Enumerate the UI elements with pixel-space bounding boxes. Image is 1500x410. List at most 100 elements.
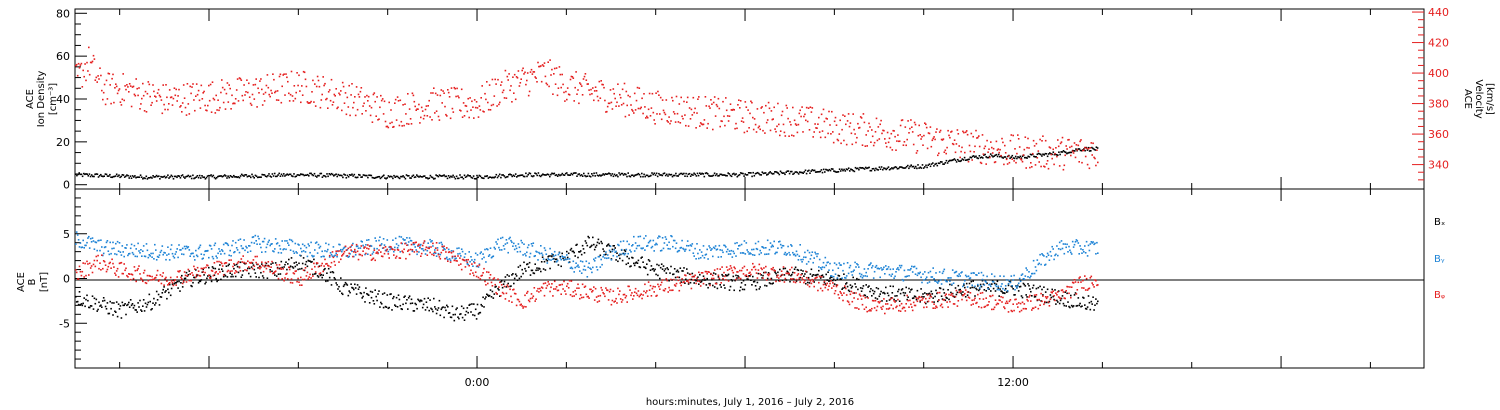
velocity-point [110, 102, 112, 105]
bx-point [478, 312, 481, 314]
density-point [1095, 146, 1098, 148]
bz-point [473, 274, 475, 277]
bx-point [988, 288, 990, 290]
by-point [455, 257, 457, 260]
by-point [708, 245, 710, 247]
density-point [501, 174, 503, 176]
by-point [974, 285, 976, 288]
by-point [184, 248, 187, 250]
bz-point [665, 278, 668, 280]
velocity-point [306, 101, 309, 103]
bx-point [819, 277, 822, 279]
density-point [943, 163, 945, 165]
velocity-point [752, 116, 754, 119]
velocity-point [1066, 148, 1068, 150]
bx-point [954, 287, 957, 289]
by-point [354, 254, 357, 256]
by-point [427, 242, 429, 244]
by-point [924, 271, 926, 273]
bx-point [649, 269, 652, 271]
by-point [83, 247, 85, 249]
by-point [217, 252, 219, 255]
density-point [949, 159, 951, 162]
density-point [1058, 151, 1060, 153]
velocity-point [480, 97, 482, 99]
by-point [160, 249, 163, 252]
density-point [412, 174, 415, 177]
bx-point [636, 262, 639, 264]
density-point [763, 172, 766, 174]
bx-point [118, 308, 121, 310]
bx-point [545, 258, 548, 261]
bz-point [677, 279, 680, 282]
bx-point [982, 283, 985, 286]
velocity-point [525, 83, 527, 86]
by-point [175, 251, 177, 253]
by-point [263, 237, 266, 240]
bz-point [211, 270, 214, 272]
density-point [758, 172, 760, 175]
bz-point [598, 300, 601, 302]
bz-point [361, 254, 363, 257]
by-point [393, 250, 395, 253]
by-point [243, 239, 245, 241]
by-point [629, 249, 631, 251]
bz-point [251, 267, 254, 270]
density-point [285, 174, 287, 176]
density-point [733, 172, 735, 175]
bz-point [650, 295, 653, 297]
bx-point [932, 297, 934, 299]
velocity-point [409, 118, 412, 120]
bx-point [149, 300, 151, 303]
by-point [497, 238, 499, 241]
by-point [510, 239, 512, 242]
velocity-point [615, 105, 617, 107]
density-point [421, 176, 424, 178]
bx-point [92, 308, 95, 310]
bx-point [612, 245, 615, 247]
density-point [1052, 151, 1055, 153]
bx-point [683, 267, 685, 269]
density-point [860, 167, 862, 169]
velocity-point [626, 104, 628, 107]
bx-point [355, 293, 358, 295]
by-point [837, 267, 840, 269]
bz-point [500, 295, 502, 297]
velocity-point [606, 105, 609, 108]
by-point [779, 240, 781, 243]
density-point [847, 167, 850, 169]
velocity-point [770, 110, 773, 112]
bx-point [929, 295, 932, 297]
velocity-point [606, 110, 608, 113]
velocity-point [774, 128, 776, 130]
velocity-point [569, 78, 572, 81]
density-point [825, 168, 827, 171]
velocity-point [379, 106, 381, 109]
velocity-point [304, 78, 307, 81]
bz-point [161, 275, 164, 278]
velocity-point [1049, 147, 1052, 149]
density-point [649, 175, 651, 177]
by-point [681, 239, 683, 242]
bx-point [216, 280, 218, 283]
velocity-point [1064, 154, 1066, 157]
density-point [633, 175, 635, 178]
bx-point [459, 313, 461, 316]
bx-point [799, 276, 801, 279]
by-point [644, 249, 646, 251]
by-point [954, 271, 957, 273]
density-point [261, 173, 263, 176]
by-point [646, 244, 649, 247]
bz-point [456, 260, 458, 262]
bz-point [369, 254, 372, 256]
density-point [312, 174, 315, 177]
bz-point [93, 259, 96, 262]
by-point [652, 239, 655, 242]
density-point [857, 167, 859, 170]
bz-point [691, 276, 694, 278]
by-point [88, 247, 91, 249]
velocity-point [88, 73, 91, 76]
by-point [573, 271, 575, 273]
velocity-point [590, 88, 592, 91]
bx-point [576, 243, 578, 246]
